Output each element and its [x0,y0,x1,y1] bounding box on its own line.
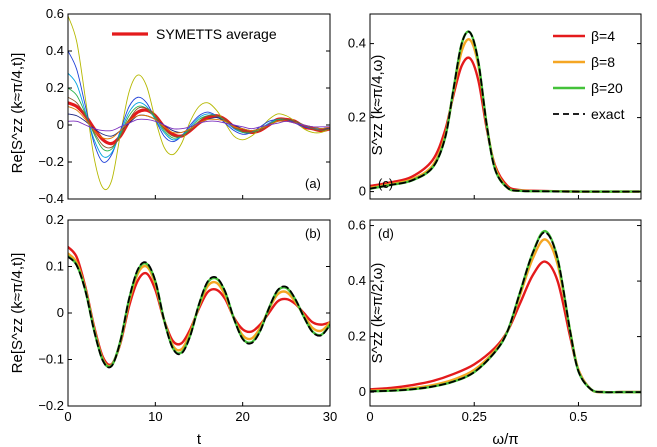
series-line-exact [370,231,641,394]
panel-c: 0 0.2 0.4S^zz (k≈π/4,ω) (c) β=4 β=8 β=20 exact [348,13,642,200]
x-axis-label: ω/π [492,431,518,447]
y-tick-label: 0 [359,384,366,399]
panel-a: −0.4 −0.2 0 0.2 0.4 0.6 Re[S^zz (k≈π/4,t)] (a) S… [9,6,331,206]
axes-frame [67,13,331,200]
legend-label: exact [591,106,625,122]
panel-label: (b) [305,226,321,241]
legend: SYMETTS average [112,26,277,42]
axes-frame [369,13,642,200]
x-tick-label: 20 [235,409,249,424]
panel-label: (d) [378,226,394,241]
y-tick-label: 0.1 [46,259,64,274]
legend: β=4 β=8 β=20 exact [553,28,625,122]
series-line-exact [68,255,330,369]
series-line-sample-1 [68,15,330,191]
x-tick-label: 0 [64,409,71,424]
y-axis-label: S^zz (k≈π/4,ω) [369,55,386,156]
series-group [370,229,641,394]
legend-label: β=20 [591,80,623,96]
x-tick-label: 10 [148,409,162,424]
panel-label: (c) [378,176,393,191]
axes-frame [369,219,642,407]
y-tick-label: 0.4 [348,273,366,288]
axes-frame [67,219,331,407]
series-line--20 [370,229,641,394]
x-tick-label: 0.25 [462,409,487,424]
y-tick-label: −0.2 [38,398,64,413]
y-tick-label: 0.2 [348,329,366,344]
panel-b: −0.2 −0.1 0 0.1 0.2 0 10 20 30 Re[S^zz (k≈π/4,t)]… [9,212,337,447]
series-line--8 [370,238,641,394]
y-tick-label: 0 [57,117,64,132]
y-axis-label: S^zz (k≈π/2,ω) [369,263,386,364]
y-tick-label: 0.6 [348,218,366,233]
y-axis-label: Re[S^zz (k≈π/4,t)] [9,53,26,174]
series-line--4 [370,56,641,193]
series-line--4 [370,260,641,394]
y-axis-label: Re[S^zz (k≈π/4,t)] [9,253,26,374]
series-line-exact [370,30,641,193]
y-tick-label: 0.4 [46,43,64,58]
x-axis-label: t [197,431,202,447]
panel-label: (a) [305,176,321,191]
y-tick-label: 0.2 [348,110,366,125]
series-group [68,15,330,191]
y-tick-label: 0.2 [46,80,64,95]
series-line-sample-8 [68,118,330,132]
y-tick-label: −0.2 [38,154,64,169]
series-group [370,30,641,193]
x-tick-label: 30 [323,409,337,424]
y-tick-label: 0 [57,305,64,320]
series-group [68,245,330,369]
y-tick-label: 0 [359,184,366,199]
series-line--20 [68,255,330,369]
y-tick-label: −0.1 [38,352,64,367]
y-tick-label: 0.4 [348,36,366,51]
legend-label: SYMETTS average [156,26,277,42]
y-tick-label: 0.6 [46,6,64,21]
x-tick-label: 0 [366,409,373,424]
x-tick-label: 0.5 [569,409,587,424]
series-line-sample-6 [68,96,330,149]
panel-d: 0 0.2 0.4 0.6 0 0.25 0.5 S^zz (k≈π/2,ω) ω/π (d) [348,218,642,447]
y-tick-label: −0.4 [38,191,64,206]
y-tick-label: 0.2 [46,212,64,227]
legend-label: β=8 [591,54,615,70]
legend-label: β=4 [591,28,615,44]
